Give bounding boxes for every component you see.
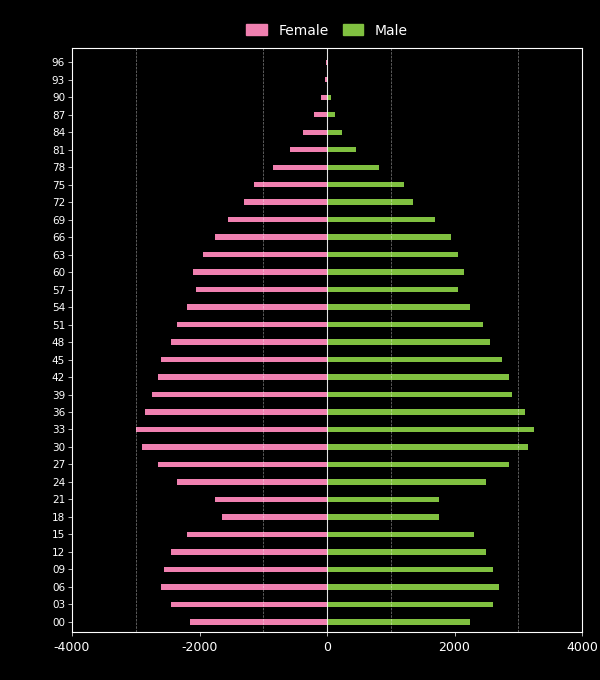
Bar xyxy=(158,462,327,467)
Bar xyxy=(327,112,335,117)
Bar xyxy=(244,199,327,205)
Bar xyxy=(177,479,327,485)
Bar xyxy=(327,269,464,275)
Bar xyxy=(145,409,327,415)
Bar xyxy=(254,182,327,187)
Bar xyxy=(327,287,458,292)
Bar xyxy=(187,305,327,309)
Bar xyxy=(158,375,327,379)
Bar xyxy=(327,497,439,502)
Bar xyxy=(327,514,439,520)
Bar xyxy=(327,444,528,449)
Bar xyxy=(228,217,327,222)
Bar xyxy=(321,95,327,100)
Bar xyxy=(327,375,509,379)
Bar xyxy=(314,112,327,117)
Bar xyxy=(327,479,487,485)
Bar xyxy=(327,182,404,187)
Bar xyxy=(222,514,327,520)
Bar xyxy=(327,165,379,170)
Bar xyxy=(152,392,327,397)
Bar xyxy=(177,322,327,327)
Bar xyxy=(327,532,473,537)
Bar xyxy=(327,567,493,572)
Bar xyxy=(193,269,327,275)
Bar xyxy=(215,235,327,240)
Bar xyxy=(136,427,327,432)
Bar xyxy=(327,357,502,362)
Bar xyxy=(327,217,436,222)
Bar xyxy=(327,322,483,327)
Bar xyxy=(327,409,524,415)
Bar xyxy=(327,339,490,345)
Bar xyxy=(327,77,328,82)
Bar xyxy=(171,339,327,345)
Bar xyxy=(161,357,327,362)
Bar xyxy=(327,584,499,590)
Bar xyxy=(171,549,327,555)
Bar xyxy=(290,147,327,152)
Bar xyxy=(187,532,327,537)
Bar xyxy=(327,147,356,152)
Bar xyxy=(190,619,327,624)
Bar xyxy=(215,497,327,502)
Bar xyxy=(203,252,327,257)
Bar xyxy=(327,392,512,397)
Bar xyxy=(327,619,470,624)
Bar xyxy=(273,165,327,170)
Bar xyxy=(303,129,327,135)
Bar xyxy=(327,235,451,240)
Bar xyxy=(327,602,493,607)
Bar xyxy=(325,77,327,82)
Bar xyxy=(327,427,534,432)
Bar xyxy=(161,584,327,590)
Bar xyxy=(327,549,487,555)
Bar xyxy=(196,287,327,292)
Bar xyxy=(327,462,509,467)
Bar xyxy=(171,602,327,607)
Bar xyxy=(327,129,342,135)
Legend: Female, Male: Female, Male xyxy=(242,20,412,41)
Bar xyxy=(164,567,327,572)
Bar xyxy=(327,199,413,205)
Bar xyxy=(327,252,458,257)
Bar xyxy=(327,95,331,100)
Bar xyxy=(142,444,327,449)
Bar xyxy=(327,305,470,309)
